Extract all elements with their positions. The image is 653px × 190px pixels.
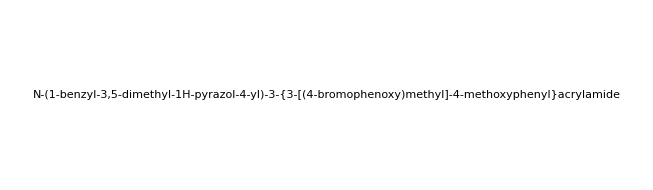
Text: N-(1-benzyl-3,5-dimethyl-1H-pyrazol-4-yl)-3-{3-[(4-bromophenoxy)methyl]-4-methox: N-(1-benzyl-3,5-dimethyl-1H-pyrazol-4-yl… xyxy=(33,90,620,100)
